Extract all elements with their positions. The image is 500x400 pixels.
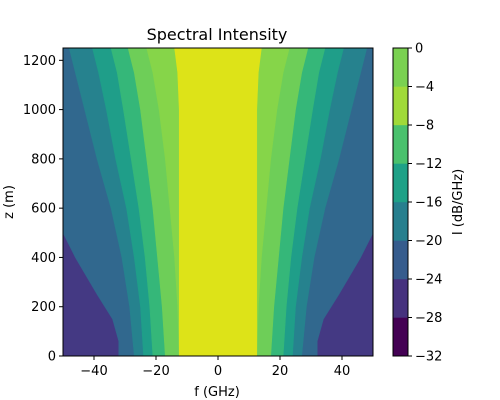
colorbar-tick-label: −16 (415, 196, 442, 211)
colorbar-swatch (392, 201, 409, 241)
colorbar (392, 47, 409, 357)
contour-band (174, 47, 262, 357)
colorbar-tick-label: −28 (415, 311, 442, 326)
y-tick-label: 0 (48, 350, 56, 365)
y-axis-title: z (m) (2, 185, 17, 219)
x-axis-title: f (GHz) (194, 385, 240, 400)
y-axis: 0 200 400 600 800 1000 1200 (23, 54, 63, 365)
x-tick-label: 20 (272, 364, 289, 379)
colorbar-tick-label: −8 (415, 119, 434, 134)
colorbar-swatch (392, 47, 409, 87)
y-tick-label: 600 (31, 202, 56, 217)
colorbar-swatch (392, 240, 409, 280)
colorbar-tick-label: −20 (415, 234, 442, 249)
colorbar-tick-label: −12 (415, 157, 442, 172)
x-axis: −40 −20 0 20 40 (80, 356, 350, 379)
colorbar-swatch (392, 124, 409, 164)
y-tick-label: 1200 (23, 54, 56, 69)
y-tick-label: 800 (31, 152, 56, 167)
y-tick-label: 1000 (23, 103, 56, 118)
x-tick-label: −40 (80, 364, 107, 379)
x-tick-label: −20 (142, 364, 169, 379)
colorbar-swatch (392, 317, 409, 357)
colorbar-tick-label: −24 (415, 273, 442, 288)
chart-title: Spectral Intensity (147, 25, 288, 44)
colorbar-title: I (dB/GHz) (451, 169, 466, 235)
colorbar-swatch (392, 278, 409, 318)
colorbar-axis: −32 −28 −24 −20 −16 −12 −8 −4 0 (408, 42, 442, 365)
colorbar-tick-label: −32 (415, 350, 442, 365)
colorbar-swatch (392, 163, 409, 203)
colorbar-tick-label: −4 (415, 80, 434, 95)
contour-fill-group (62, 47, 374, 357)
x-tick-label: 40 (334, 364, 351, 379)
colorbar-swatch (392, 86, 409, 126)
x-tick-label: 0 (214, 364, 222, 379)
y-tick-label: 400 (31, 251, 56, 266)
y-tick-label: 200 (31, 300, 56, 315)
colorbar-tick-label: 0 (415, 42, 423, 57)
